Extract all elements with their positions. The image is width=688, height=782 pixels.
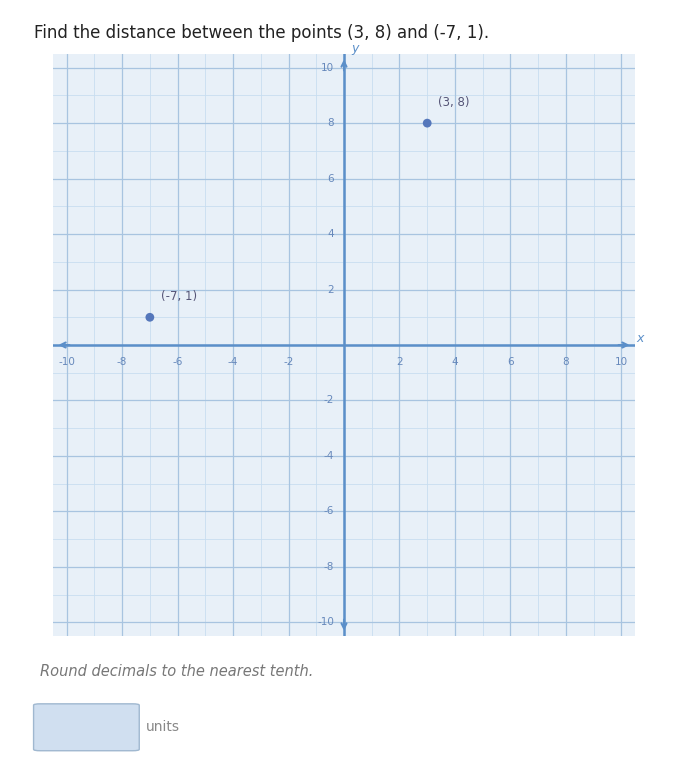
- Text: 8: 8: [563, 357, 569, 368]
- Text: -4: -4: [324, 451, 334, 461]
- Text: 10: 10: [615, 357, 628, 368]
- Text: -2: -2: [324, 396, 334, 406]
- Text: 6: 6: [327, 174, 334, 184]
- Text: -4: -4: [228, 357, 238, 368]
- Point: [144, 311, 155, 324]
- Text: (-7, 1): (-7, 1): [161, 290, 197, 303]
- Text: Round decimals to the nearest tenth.: Round decimals to the nearest tenth.: [40, 664, 314, 679]
- Text: -10: -10: [317, 617, 334, 627]
- Text: (3, 8): (3, 8): [438, 96, 470, 109]
- Text: 2: 2: [396, 357, 402, 368]
- Text: 8: 8: [327, 118, 334, 128]
- Text: -2: -2: [283, 357, 294, 368]
- Text: x: x: [636, 332, 644, 345]
- Text: -8: -8: [324, 562, 334, 572]
- Text: -10: -10: [58, 357, 75, 368]
- Text: 6: 6: [507, 357, 514, 368]
- Text: 4: 4: [327, 229, 334, 239]
- Text: units: units: [146, 720, 180, 734]
- Text: y: y: [351, 42, 358, 56]
- Text: Find the distance between the points (3, 8) and (-7, 1).: Find the distance between the points (3,…: [34, 24, 488, 42]
- FancyBboxPatch shape: [34, 704, 139, 751]
- Text: 4: 4: [451, 357, 458, 368]
- Text: 10: 10: [321, 63, 334, 73]
- Text: -6: -6: [324, 507, 334, 516]
- Text: 2: 2: [327, 285, 334, 295]
- Text: -8: -8: [117, 357, 127, 368]
- Point: [422, 117, 433, 129]
- Text: -6: -6: [173, 357, 183, 368]
